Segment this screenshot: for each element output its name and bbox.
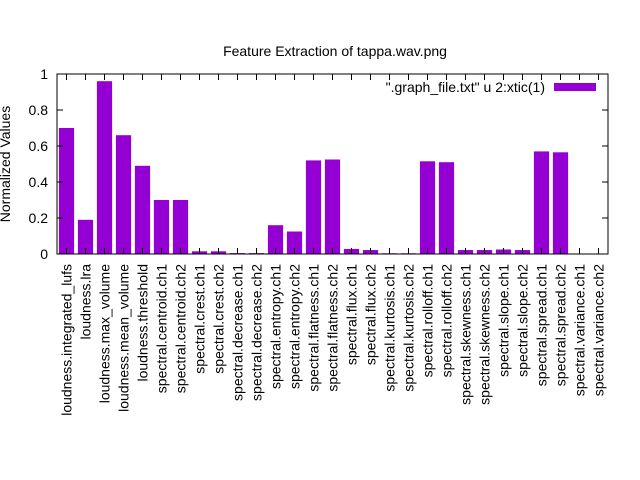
y-tick-label: 0.6: [29, 138, 49, 154]
x-tick-label: loudness.lra: [78, 264, 94, 340]
x-tick-label: spectral.slope.ch2: [515, 264, 531, 377]
bar: [419, 161, 436, 254]
legend-label: ".graph_file.txt" u 2:xtic(1): [386, 79, 545, 95]
x-tick-label: spectral.flatness.ch1: [306, 264, 322, 392]
x-tick-label: spectral.decrease.ch1: [230, 264, 246, 401]
x-tick-label: spectral.crest.ch1: [192, 264, 208, 374]
plot-frame: [56, 73, 609, 255]
bar: [153, 200, 170, 254]
bar: [533, 151, 550, 254]
y-tick-label: 1: [40, 66, 48, 82]
x-tick-label: loudness.threshold: [135, 264, 151, 382]
bar: [267, 225, 284, 254]
x-tick-label: spectral.skewness.ch1: [458, 264, 474, 405]
bar: [134, 165, 151, 254]
bar: [115, 135, 132, 254]
x-tick-label: loudness.mean_volume: [116, 264, 132, 412]
x-tick-label: spectral.entropy.ch2: [287, 264, 303, 389]
x-tick-label: spectral.kurtosis.ch2: [401, 264, 417, 392]
x-tick-label: spectral.rolloff.ch2: [439, 264, 455, 378]
bars-group: [58, 81, 569, 254]
x-tick-label: spectral.centroid.ch1: [154, 264, 170, 393]
bar: [552, 152, 569, 254]
bar: [305, 160, 322, 254]
x-tick-label: spectral.variance.ch1: [572, 264, 588, 397]
x-tick-label: spectral.centroid.ch2: [173, 264, 189, 393]
bar: [324, 159, 341, 254]
x-tick-label: spectral.kurtosis.ch1: [382, 264, 398, 392]
x-tick-label: spectral.variance.ch2: [591, 264, 607, 397]
legend-swatch: [554, 83, 596, 91]
legend: ".graph_file.txt" u 2:xtic(1): [386, 79, 596, 95]
x-tick-label: spectral.entropy.ch1: [268, 264, 284, 389]
x-tick-label: spectral.flux.ch1: [344, 264, 360, 365]
bar: [96, 81, 113, 254]
bar: [172, 200, 189, 254]
y-tick-label: 0.8: [29, 102, 49, 118]
y-tick-label: 0.2: [29, 210, 49, 226]
y-tick-label: 0.4: [29, 174, 49, 190]
x-tick-label: spectral.slope.ch1: [496, 264, 512, 377]
x-tick-label: loudness.max_volume: [97, 264, 113, 404]
x-tick-label: spectral.flux.ch2: [363, 264, 379, 365]
x-tick-label: spectral.spread.ch2: [553, 264, 569, 386]
x-tick-label: spectral.crest.ch2: [211, 264, 227, 374]
x-tick-label: spectral.flatness.ch2: [325, 264, 341, 392]
bar: [58, 128, 75, 254]
y-ticks-group: 0 0.2 0.4 0.6 0.8 1: [29, 66, 608, 262]
bar: [286, 231, 303, 254]
chart-title: Feature Extraction of tappa.wav.png: [223, 43, 447, 59]
y-tick-label: 0: [40, 246, 48, 262]
x-tick-label: spectral.spread.ch1: [534, 264, 550, 386]
x-tick-label: spectral.decrease.ch2: [249, 264, 265, 401]
x-tick-label: loudness.integrated_lufs: [59, 264, 75, 416]
bar: [77, 219, 94, 254]
x-tick-label: spectral.skewness.ch2: [477, 264, 493, 405]
x-tick-label: spectral.rolloff.ch1: [420, 264, 436, 378]
x-ticks-group: loudness.integrated_lufs loudness.lra loud…: [59, 74, 607, 416]
bar: [438, 162, 455, 254]
y-axis-label: Normalized Values: [0, 106, 13, 222]
